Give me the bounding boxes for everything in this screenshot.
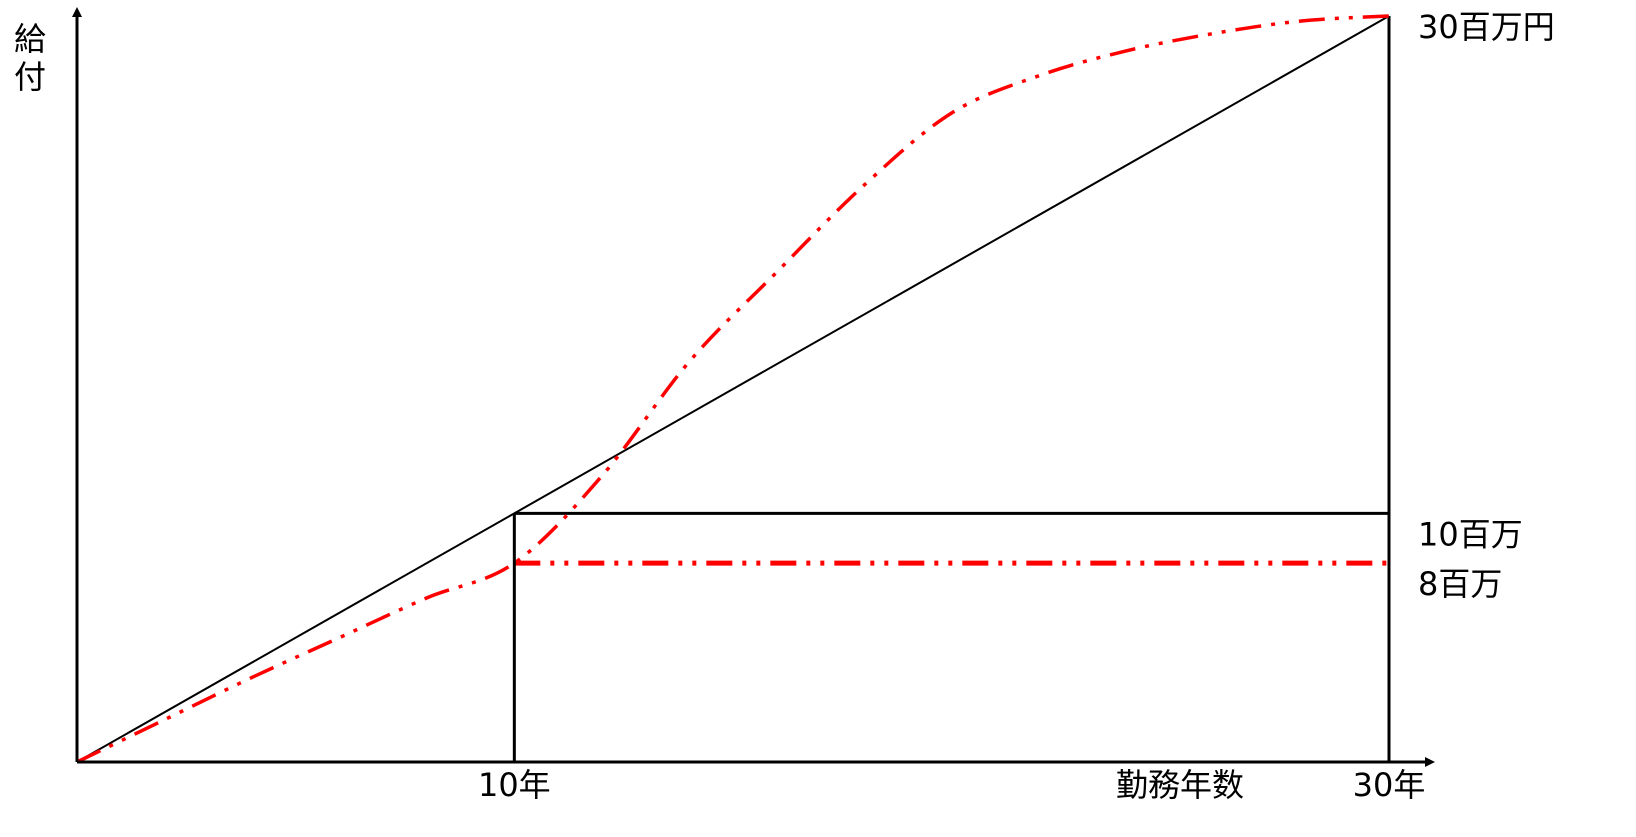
series-line-2 — [76, 14, 1390, 764]
x-tick-label-10: 10年 — [478, 766, 551, 804]
y-tick-label-8: 8百万 — [1418, 565, 1502, 603]
y-tick-label-10: 10百万 — [1418, 515, 1523, 553]
x-tick-label-30: 30年 — [1353, 766, 1426, 804]
x-axis-label: 勤務年数 — [1116, 766, 1244, 804]
y-axis-label: 給付 — [14, 20, 46, 96]
series-line-1 — [76, 15, 1390, 763]
y-tick-label-30: 30百万円 — [1418, 8, 1555, 46]
